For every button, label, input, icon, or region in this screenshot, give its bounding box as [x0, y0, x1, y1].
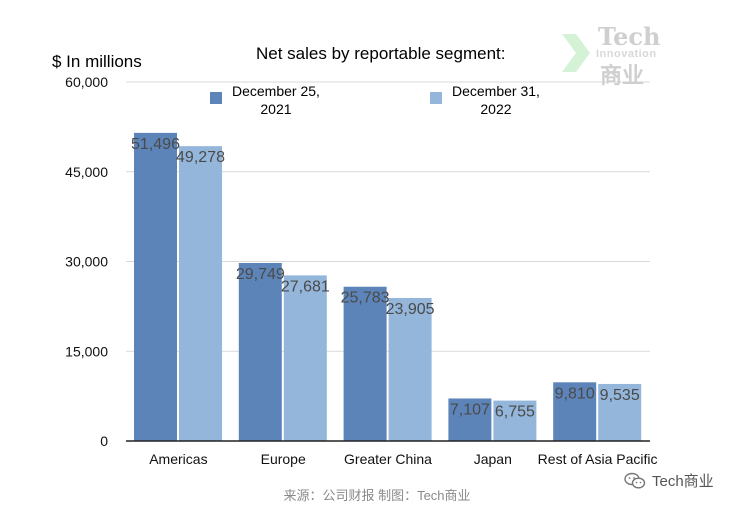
- x-tick-label: Rest of Asia Pacific: [538, 451, 658, 467]
- legend-label-2022-line2: 2022: [480, 101, 512, 117]
- legend-label-2021-line2: 2021: [260, 101, 292, 117]
- data-label: 6,755: [495, 404, 535, 421]
- bar: [553, 382, 597, 441]
- wechat-badge: Tech商业: [624, 470, 714, 491]
- y-tick-label: 15,000: [65, 343, 108, 359]
- y-axis-title: $ In millions: [52, 52, 142, 71]
- data-label: 23,905: [386, 301, 435, 318]
- bar: [238, 263, 282, 441]
- y-tick-label: 0: [100, 433, 108, 449]
- watermark-text-innovation: Innovation: [596, 48, 657, 60]
- watermark-logo: Tech Innovation 商业: [560, 22, 680, 88]
- x-tick-label: Americas: [149, 451, 207, 467]
- x-tick-label: Japan: [474, 451, 512, 467]
- legend-swatch-2021: [210, 92, 222, 104]
- data-label: 29,749: [236, 266, 285, 283]
- data-label: 9,535: [600, 387, 640, 404]
- bar: [134, 132, 177, 441]
- y-tick-label: 45,000: [65, 164, 108, 180]
- y-tick-label: 30,000: [65, 254, 108, 270]
- watermark-chevron-icon: [562, 34, 590, 72]
- bar: [598, 383, 642, 441]
- legend-label-2022-line1: December 31,: [452, 83, 540, 99]
- wechat-icon: [624, 472, 646, 489]
- source-caption: 来源：公司财报 制图：Tech商业: [283, 488, 471, 503]
- legend-swatch-2022: [430, 92, 442, 104]
- legend-item-2021: December 25, 2021: [210, 82, 320, 118]
- data-label: 27,681: [281, 278, 330, 295]
- y-tick-label: 60,000: [65, 74, 108, 90]
- wechat-label: Tech商业: [652, 473, 714, 490]
- watermark-text-tech: Tech: [598, 22, 661, 51]
- bar: [343, 286, 387, 441]
- bar: [448, 398, 492, 441]
- legend-item-2022: December 31, 2022: [430, 82, 540, 118]
- watermark-text-cn: 商业: [600, 63, 645, 88]
- x-tick-label: Greater China: [344, 451, 432, 467]
- bar: [283, 275, 327, 441]
- bar: [493, 400, 537, 441]
- data-label: 25,783: [341, 290, 390, 307]
- data-label: 9,810: [555, 385, 595, 402]
- legend-label-2021-line1: December 25,: [232, 83, 320, 99]
- data-label: 49,278: [176, 149, 225, 166]
- data-label: 51,496: [131, 136, 180, 153]
- data-label: 7,107: [450, 401, 490, 418]
- bar: [179, 146, 222, 441]
- bar: [388, 297, 432, 441]
- x-tick-label: Europe: [261, 451, 306, 467]
- chart-title: Net sales by reportable segment:: [256, 44, 506, 63]
